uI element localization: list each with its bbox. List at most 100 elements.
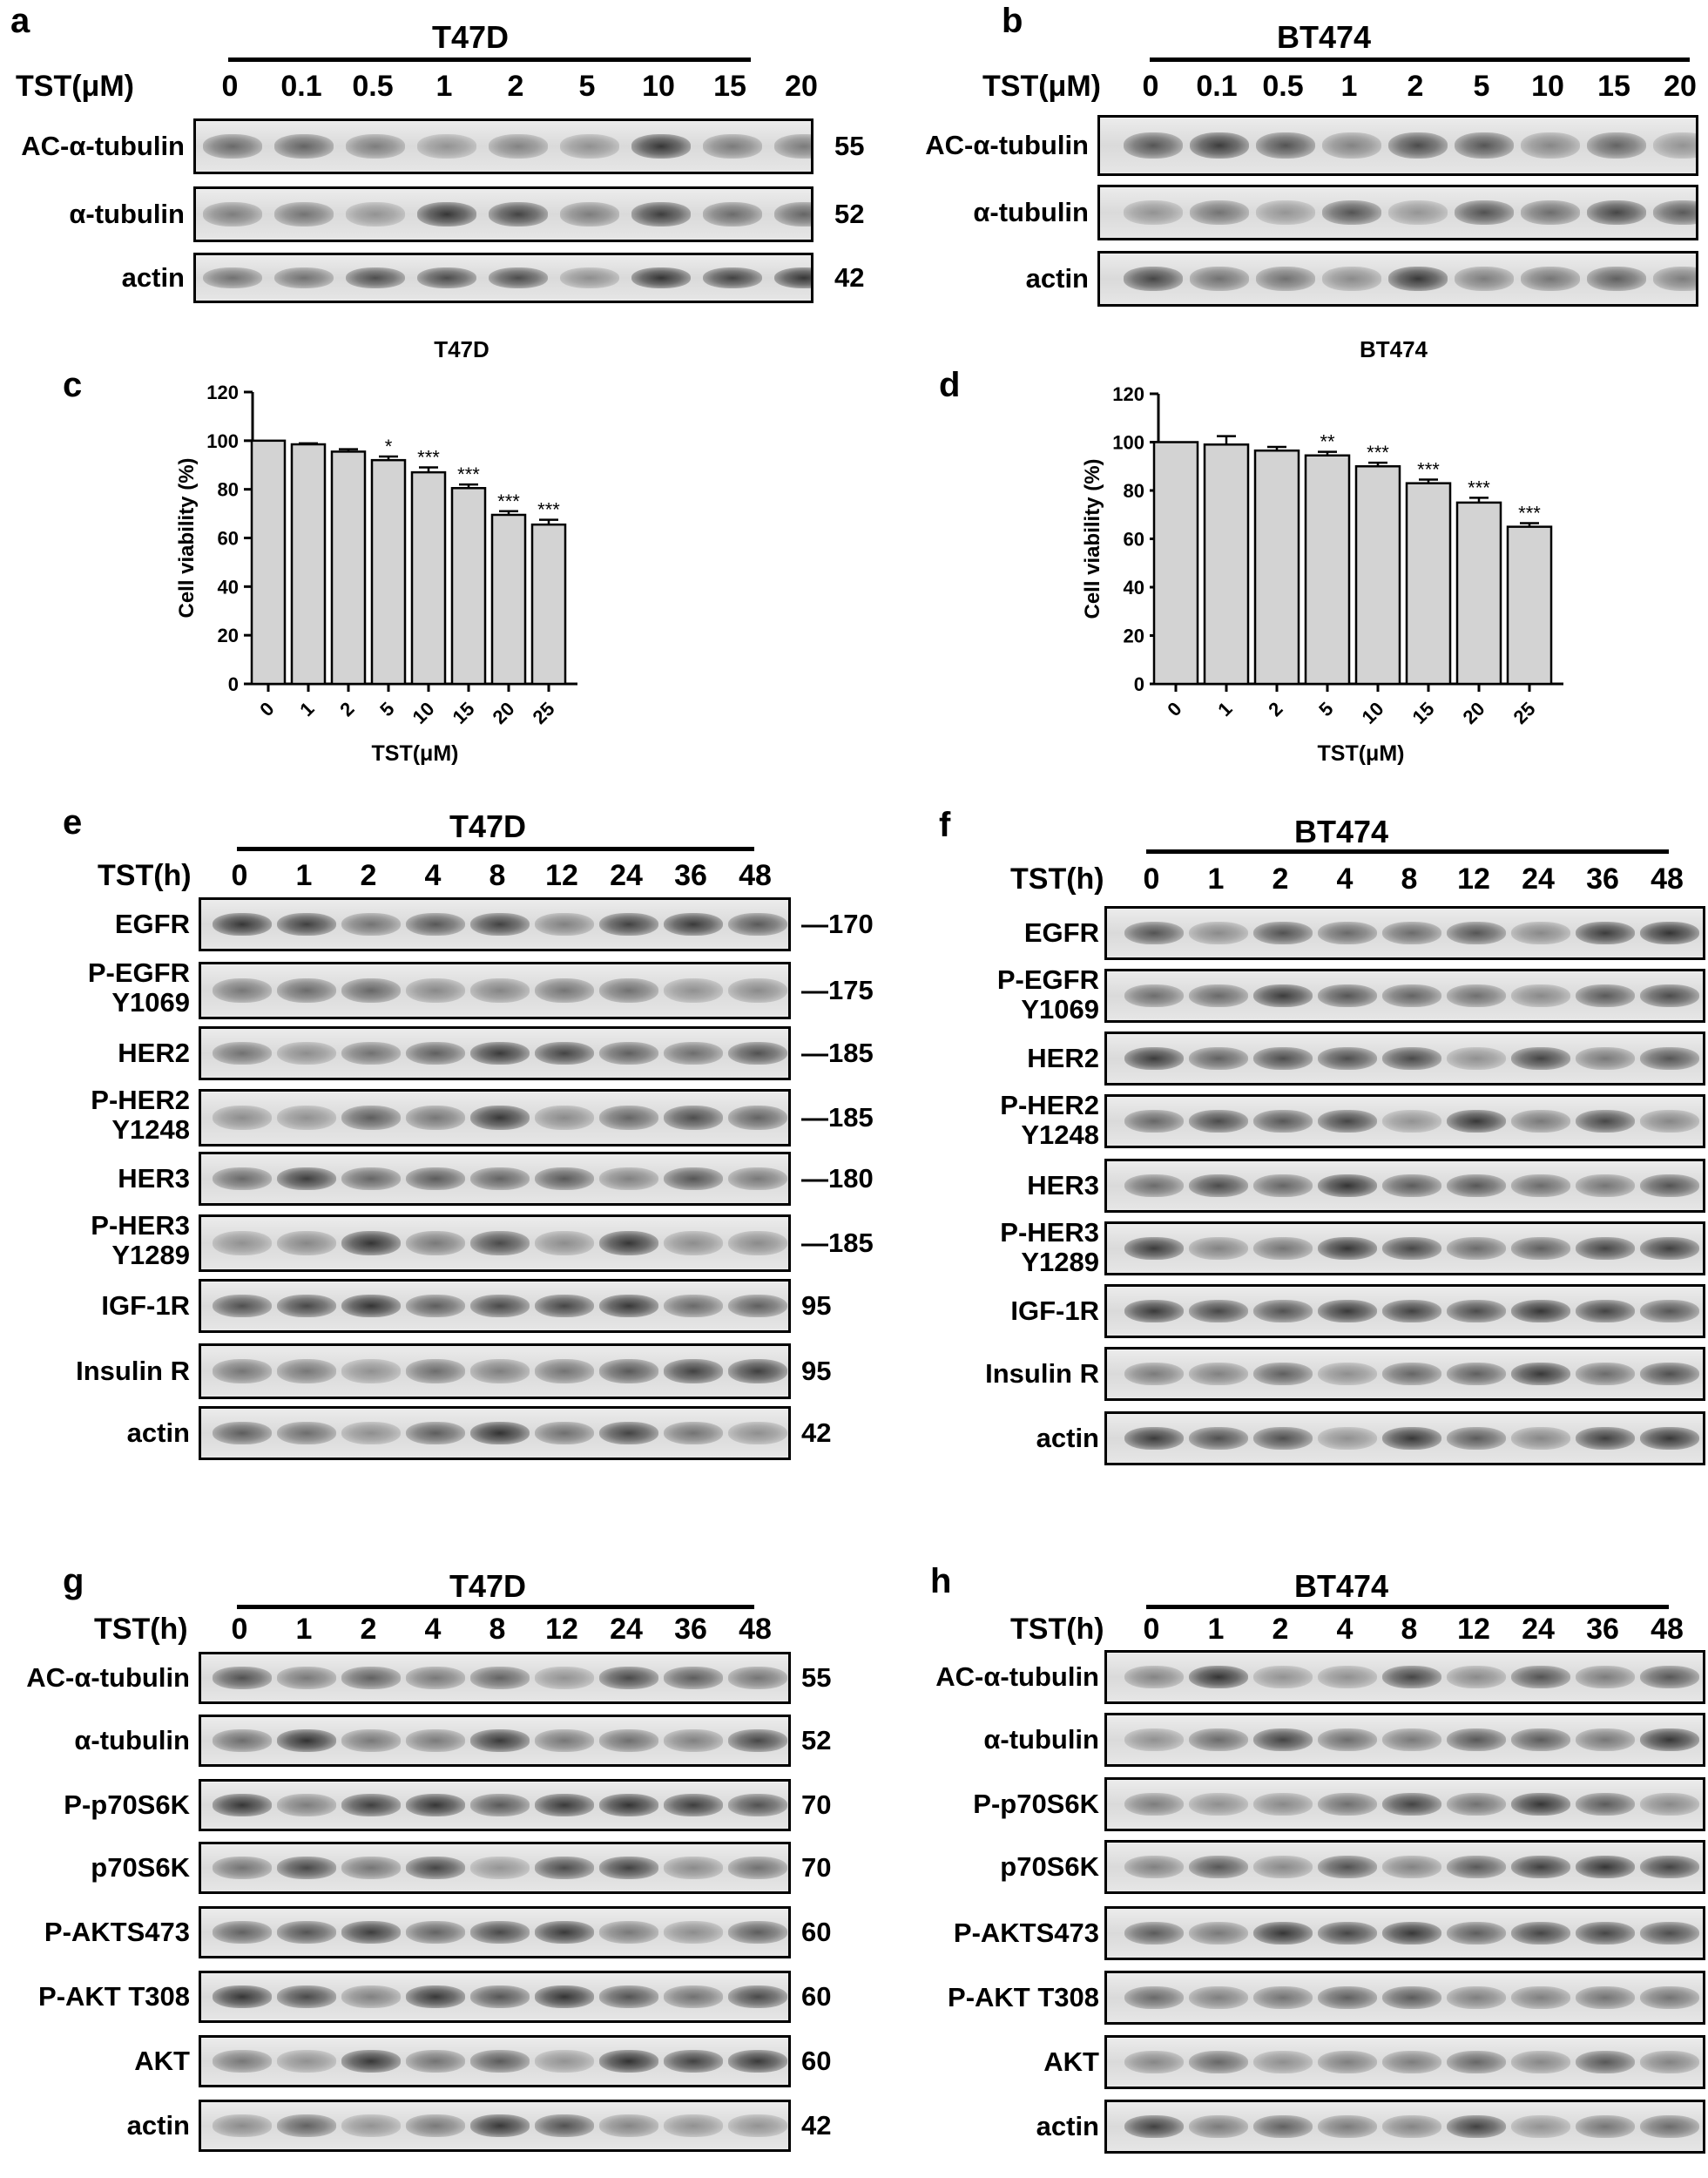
blot-band: [1521, 132, 1580, 159]
blot-band: [1587, 132, 1646, 159]
protein-label: P-HER3 Y1289: [1000, 1217, 1099, 1277]
blot-band: [203, 134, 262, 159]
blot-band: [1653, 132, 1696, 159]
blot-band: [406, 1167, 465, 1191]
protein-label: P-HER3 Y1289: [91, 1210, 190, 1270]
blot-band: [1455, 200, 1514, 225]
y-tick-label: 100: [206, 430, 239, 452]
blot-band: [1511, 1792, 1570, 1816]
lane-label: 24: [1522, 862, 1555, 896]
lane-label: 48: [1651, 862, 1684, 896]
blot-band: [1253, 921, 1313, 945]
blot-band: [277, 1857, 336, 1879]
blot-band: [1447, 1985, 1506, 2010]
blot-band: [470, 1167, 530, 1191]
blot-band: [1124, 1236, 1184, 1261]
blot-band: [417, 202, 476, 227]
panel-letter-g: g: [63, 1562, 84, 1600]
blot-band: [417, 267, 476, 289]
blot-band: [470, 1359, 530, 1383]
significance-mark: ***: [1468, 477, 1490, 498]
blot-band: [1447, 1236, 1506, 1261]
blot-band: [213, 1857, 272, 1879]
blot-band: [535, 1667, 594, 1689]
blot-band: [1253, 1921, 1313, 1945]
blot-band: [599, 1041, 658, 1065]
blot-band: [470, 1985, 530, 2008]
molecular-weight-marker: 95: [801, 1290, 832, 1321]
blot-band: [1189, 1299, 1248, 1323]
y-axis-label: Cell viability (%): [1081, 458, 1104, 619]
protein-label: actin: [121, 262, 185, 293]
blot-band: [664, 1421, 723, 1445]
blot-band: [489, 267, 548, 289]
blot-band: [406, 1729, 465, 1752]
blot-band: [1576, 1174, 1635, 1198]
protein-label: P-EGFR Y1069: [996, 964, 1099, 1025]
blot-band: [1511, 2050, 1570, 2074]
blot-band: [341, 1294, 401, 1318]
x-tick-label: 2: [1264, 698, 1286, 720]
cell-line-underline: [237, 1605, 754, 1609]
blot-band: [1640, 1855, 1699, 1879]
blot-strip: [193, 118, 813, 174]
blot-band: [341, 1857, 401, 1879]
lane-label: 36: [1586, 1613, 1619, 1646]
lane-label: 0: [231, 859, 248, 892]
blot-band: [341, 1230, 401, 1256]
significance-mark: ***: [1417, 459, 1440, 481]
blot-band: [728, 1294, 787, 1318]
significance-mark: *: [385, 436, 393, 457]
blot-band: [1382, 1985, 1441, 2010]
molecular-weight-marker: —185: [801, 1228, 874, 1258]
blot-band: [1640, 1985, 1699, 2010]
blot-band: [1576, 1728, 1635, 1752]
blot-band: [1189, 1728, 1248, 1752]
bar: [1152, 441, 1199, 686]
y-tick-label: 120: [1112, 383, 1144, 405]
y-tick-label: 20: [1124, 626, 1144, 647]
blot-strip: [1097, 115, 1698, 176]
blot-band: [1189, 1665, 1248, 1689]
blot-band: [341, 1794, 401, 1816]
blot-band: [1322, 132, 1381, 159]
blot-band: [470, 1857, 530, 1879]
lane-label: 8: [1401, 862, 1418, 896]
blot-band: [703, 202, 762, 227]
lane-label: 0.5: [1262, 70, 1304, 103]
blot-strip: [1097, 251, 1698, 307]
blot-band: [213, 1794, 272, 1816]
blot-band: [277, 1167, 336, 1191]
blot-band: [1382, 1792, 1441, 1816]
blot-band: [1447, 2114, 1506, 2139]
blot-band: [728, 1667, 787, 1689]
blot-band: [1511, 1174, 1570, 1198]
blot-band: [664, 1230, 723, 1256]
blot-band: [406, 1041, 465, 1065]
x-tick-label: 20: [1459, 698, 1489, 728]
blot-band: [1447, 1109, 1506, 1133]
blot-band: [1189, 1985, 1248, 2010]
blot-band: [1189, 2050, 1248, 2074]
lane-label: 2: [360, 1613, 377, 1646]
x-tick-label: 2: [335, 698, 358, 720]
lane-label: 2: [507, 70, 524, 103]
blot-band: [213, 977, 272, 1004]
protein-label: AC-α-tubulin: [925, 130, 1089, 160]
blot-band: [1447, 921, 1506, 945]
blot-band: [341, 1667, 401, 1689]
molecular-weight-marker: —170: [801, 909, 874, 939]
lane-label: 1: [1340, 70, 1358, 103]
lane-label: 5: [1473, 70, 1490, 103]
blot-band: [417, 134, 476, 159]
blot-band: [1576, 1046, 1635, 1071]
bar: [490, 513, 527, 686]
panel-letter-a: a: [10, 2, 30, 40]
blot-band: [277, 1041, 336, 1065]
blot-band: [1124, 1046, 1184, 1071]
lane-label: 12: [1457, 862, 1490, 896]
blot-band: [1318, 1174, 1377, 1198]
treatment-header: TST(h): [1010, 1613, 1104, 1646]
blot-band: [213, 1667, 272, 1689]
blot-band: [406, 1921, 465, 1944]
